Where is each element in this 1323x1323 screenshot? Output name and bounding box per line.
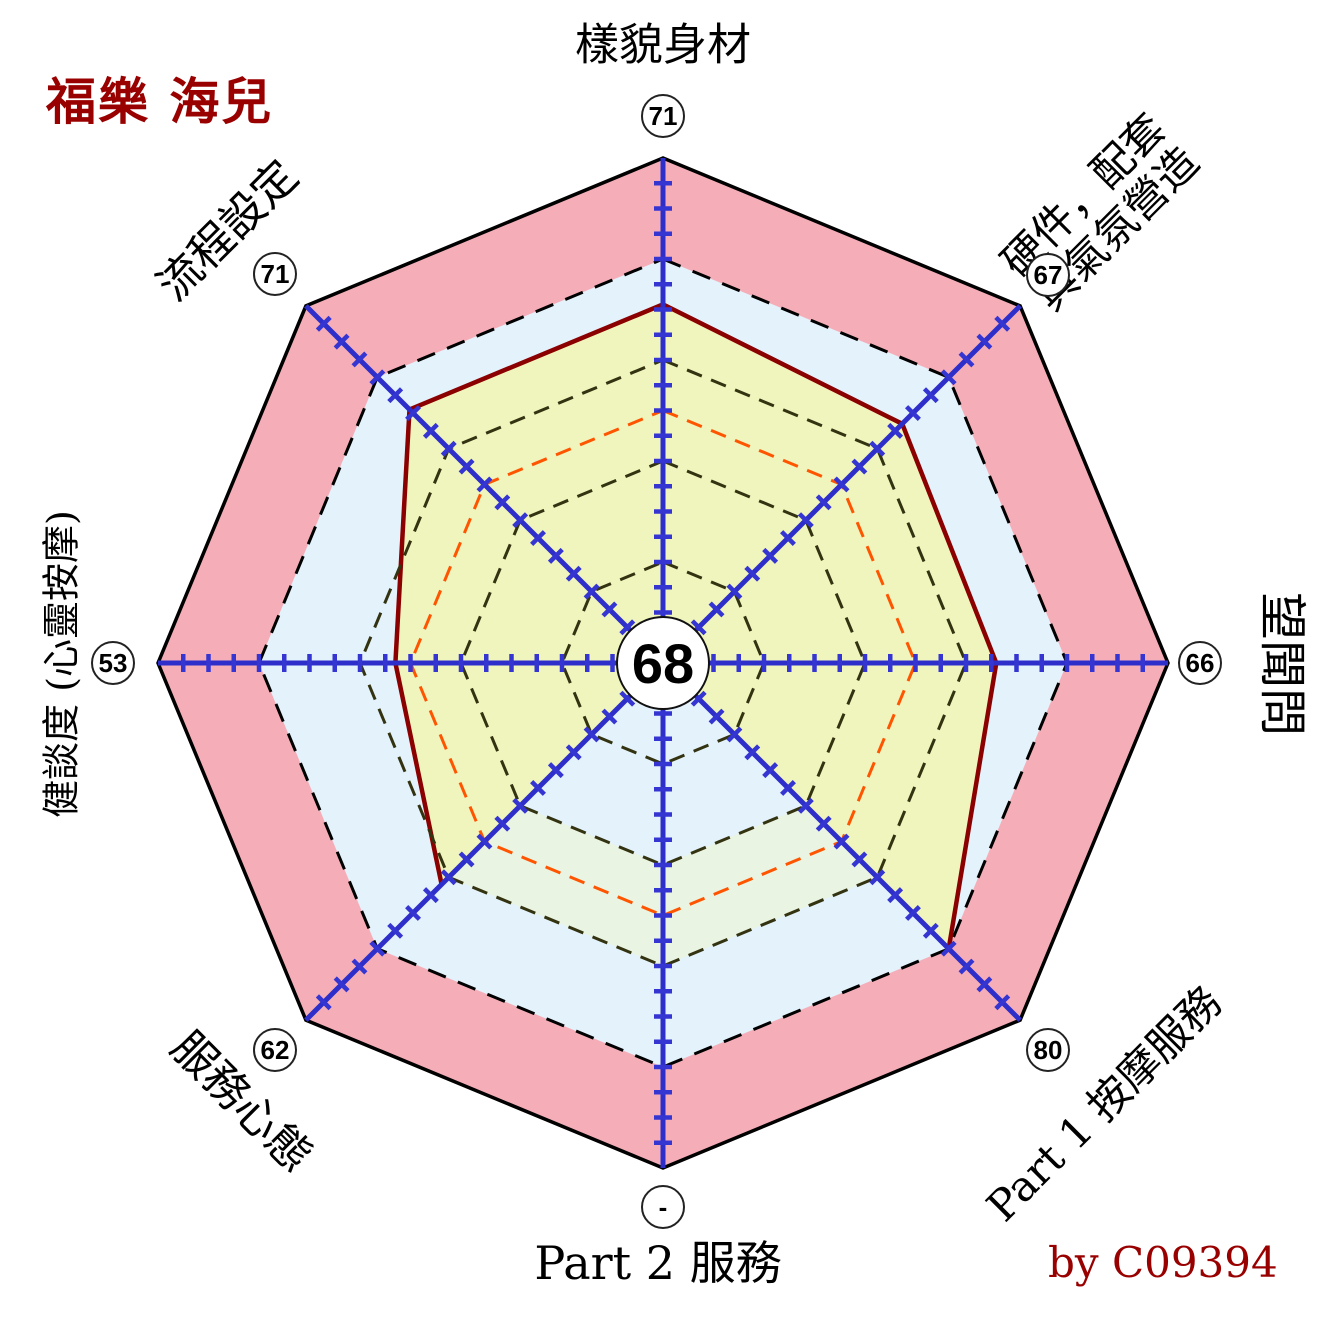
axis-tick	[565, 744, 582, 761]
axis-tick	[565, 565, 582, 582]
axis-tick	[333, 976, 350, 993]
axis-tick	[976, 976, 993, 993]
axis-tick	[422, 422, 439, 439]
axis-tick	[994, 315, 1011, 332]
axis-tick	[869, 869, 886, 886]
axis-tick	[512, 797, 529, 814]
axis-tick	[976, 333, 993, 350]
axis-tick	[405, 405, 421, 421]
axis-label-part2: Part 2 服務	[534, 1236, 782, 1291]
axis-tick	[601, 601, 618, 618]
axis-tick	[726, 583, 743, 600]
axis-tick	[619, 690, 636, 707]
axis-tick	[619, 619, 636, 636]
axis-tick	[922, 922, 939, 939]
axis-tick	[851, 458, 868, 475]
axis-tick	[905, 405, 921, 421]
axis-tick	[744, 744, 761, 761]
axis-label-observe: 望聞問	[1253, 591, 1310, 737]
axis-tick	[530, 780, 546, 796]
axis-tick	[476, 476, 493, 493]
axis-tick	[530, 530, 546, 546]
score-badge: 62	[253, 1028, 297, 1072]
axis-tick	[315, 315, 332, 332]
axis-tick	[387, 922, 404, 939]
axis-tick	[458, 851, 475, 868]
axis-tick	[405, 905, 421, 921]
center-score: 68	[632, 632, 694, 695]
axis-tick	[601, 708, 618, 725]
axis-tick	[369, 940, 386, 957]
axis-tick	[440, 440, 457, 457]
axis-tick	[708, 708, 725, 725]
axis-tick	[905, 905, 921, 921]
axis-tick	[351, 958, 368, 975]
axis-tick	[547, 547, 564, 564]
score-badge: 67	[1026, 253, 1070, 297]
axis-tick	[333, 333, 350, 350]
axis-tick	[922, 387, 939, 404]
axis-tick	[726, 726, 743, 743]
axis-label-appearance: 樣貌身材	[575, 19, 751, 71]
axis-tick	[797, 512, 814, 529]
axis-tick	[940, 940, 957, 957]
axis-tick	[369, 369, 386, 386]
axis-tick	[315, 994, 332, 1011]
score-badge: 71	[253, 252, 297, 296]
axis-tick	[994, 994, 1011, 1011]
axis-tick	[547, 762, 564, 779]
axis-tick	[869, 440, 886, 457]
credit-byline: by C09394	[1048, 1238, 1278, 1287]
axis-tick	[851, 851, 868, 868]
axis-tick	[690, 690, 707, 707]
axis-tick	[958, 351, 975, 368]
axis-tick	[494, 494, 511, 511]
axis-tick	[887, 422, 904, 439]
axis-tick	[387, 387, 404, 404]
axis-label-conversation: 健談度 (心靈按摩)	[39, 510, 84, 818]
axis-tick	[762, 762, 779, 779]
axis-tick	[583, 726, 600, 743]
score-badge: 53	[91, 641, 135, 685]
axis-tick	[583, 583, 600, 600]
axis-tick	[351, 351, 368, 368]
axis-tick	[494, 815, 511, 832]
ring-guide-60	[358, 358, 968, 968]
axis-tick	[708, 601, 725, 618]
axis-tick	[780, 780, 796, 796]
axis-tick	[780, 530, 796, 546]
axis-tick	[815, 494, 832, 511]
axis-tick	[940, 369, 957, 386]
score-badge: -	[641, 1185, 685, 1229]
axis-tick	[815, 815, 832, 832]
score-badge: 71	[641, 94, 685, 138]
axis-tick	[887, 887, 904, 904]
axis-tick	[958, 958, 975, 975]
ring-guide-50	[408, 408, 918, 918]
axis-tick	[744, 565, 761, 582]
axis-tick	[690, 619, 707, 636]
score-badge: 80	[1026, 1028, 1070, 1072]
axis-tick	[440, 869, 457, 886]
axis-tick	[458, 458, 475, 475]
page-title: 福樂 海兒	[46, 72, 274, 131]
axis-tick	[512, 512, 529, 529]
axis-tick	[833, 476, 850, 493]
score-badge: 66	[1178, 641, 1222, 685]
axis-tick	[833, 833, 850, 850]
axis-tick	[476, 833, 493, 850]
center-circle	[616, 616, 710, 710]
axis-tick	[422, 887, 439, 904]
axis-tick	[797, 797, 814, 814]
axis-tick	[762, 547, 779, 564]
